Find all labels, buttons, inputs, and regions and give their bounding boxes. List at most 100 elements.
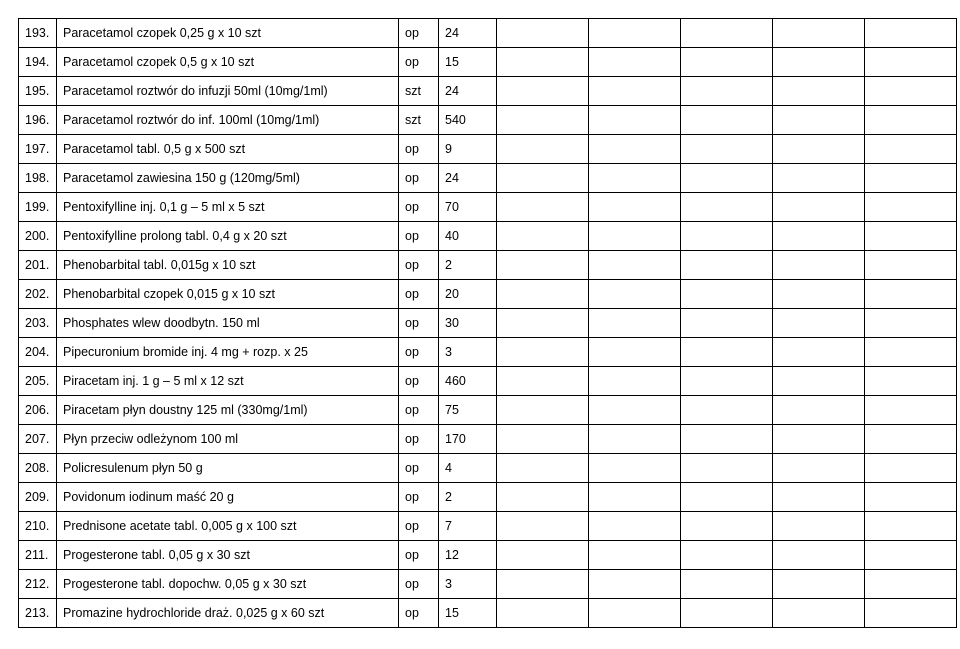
row-empty-6 [589,280,681,309]
row-empty-6 [589,135,681,164]
row-empty-9 [865,48,957,77]
row-description: Paracetamol zawiesina 150 g (120mg/5ml) [57,164,399,193]
row-unit: op [399,135,439,164]
row-empty-8 [773,599,865,628]
row-quantity: 20 [439,280,497,309]
table-row: 213.Promazine hydrochloride draż. 0,025 … [19,599,957,628]
row-unit: op [399,570,439,599]
row-unit: op [399,309,439,338]
row-empty-8 [773,425,865,454]
row-empty-6 [589,251,681,280]
row-empty-8 [773,19,865,48]
row-empty-8 [773,338,865,367]
row-quantity: 2 [439,251,497,280]
row-empty-8 [773,483,865,512]
row-empty-7 [681,512,773,541]
row-empty-7 [681,222,773,251]
row-quantity: 7 [439,512,497,541]
row-unit: op [399,193,439,222]
row-empty-9 [865,19,957,48]
row-number: 204. [19,338,57,367]
row-empty-9 [865,338,957,367]
row-empty-9 [865,251,957,280]
row-quantity: 24 [439,164,497,193]
row-empty-7 [681,570,773,599]
row-empty-9 [865,396,957,425]
row-empty-7 [681,135,773,164]
row-quantity: 12 [439,541,497,570]
table-row: 197.Paracetamol tabl. 0,5 g x 500 sztop9 [19,135,957,164]
row-empty-6 [589,19,681,48]
row-empty-7 [681,425,773,454]
table-row: 211.Progesterone tabl. 0,05 g x 30 sztop… [19,541,957,570]
row-empty-8 [773,570,865,599]
row-description: Piracetam inj. 1 g – 5 ml x 12 szt [57,367,399,396]
row-empty-7 [681,338,773,367]
row-empty-5 [497,338,589,367]
row-empty-7 [681,280,773,309]
row-number: 195. [19,77,57,106]
row-empty-8 [773,367,865,396]
row-number: 208. [19,454,57,483]
row-empty-8 [773,396,865,425]
row-quantity: 24 [439,77,497,106]
row-description: Promazine hydrochloride draż. 0,025 g x … [57,599,399,628]
table-row: 205.Piracetam inj. 1 g – 5 ml x 12 sztop… [19,367,957,396]
row-empty-5 [497,164,589,193]
row-empty-9 [865,193,957,222]
row-quantity: 3 [439,338,497,367]
row-empty-6 [589,599,681,628]
row-empty-9 [865,164,957,193]
row-description: Paracetamol tabl. 0,5 g x 500 szt [57,135,399,164]
row-quantity: 15 [439,48,497,77]
row-description: Pentoxifylline inj. 0,1 g – 5 ml x 5 szt [57,193,399,222]
row-empty-9 [865,599,957,628]
row-unit: op [399,599,439,628]
table-row: 195.Paracetamol roztwór do infuzji 50ml … [19,77,957,106]
row-number: 196. [19,106,57,135]
row-unit: op [399,222,439,251]
row-description: Policresulenum płyn 50 g [57,454,399,483]
row-empty-5 [497,222,589,251]
row-empty-8 [773,251,865,280]
row-quantity: 9 [439,135,497,164]
table-row: 204.Pipecuronium bromide inj. 4 mg + roz… [19,338,957,367]
table-row: 200.Pentoxifylline prolong tabl. 0,4 g x… [19,222,957,251]
row-quantity: 4 [439,454,497,483]
row-empty-9 [865,135,957,164]
row-empty-8 [773,77,865,106]
table-row: 203.Phosphates wlew doodbytn. 150 mlop30 [19,309,957,338]
row-empty-8 [773,164,865,193]
row-empty-6 [589,309,681,338]
row-number: 203. [19,309,57,338]
row-empty-5 [497,106,589,135]
table-row: 194.Paracetamol czopek 0,5 g x 10 sztop1… [19,48,957,77]
row-quantity: 24 [439,19,497,48]
row-description: Pipecuronium bromide inj. 4 mg + rozp. x… [57,338,399,367]
row-empty-9 [865,454,957,483]
row-description: Piracetam płyn doustny 125 ml (330mg/1ml… [57,396,399,425]
row-empty-7 [681,193,773,222]
row-empty-5 [497,77,589,106]
row-unit: op [399,164,439,193]
table-row: 201.Phenobarbital tabl. 0,015g x 10 szto… [19,251,957,280]
row-empty-9 [865,77,957,106]
row-unit: szt [399,77,439,106]
row-empty-6 [589,193,681,222]
row-empty-9 [865,106,957,135]
row-quantity: 30 [439,309,497,338]
row-description: Paracetamol czopek 0,25 g x 10 szt [57,19,399,48]
row-empty-7 [681,251,773,280]
row-empty-7 [681,48,773,77]
row-empty-7 [681,541,773,570]
row-description: Prednisone acetate tabl. 0,005 g x 100 s… [57,512,399,541]
row-empty-8 [773,280,865,309]
row-empty-7 [681,77,773,106]
table-row: 198.Paracetamol zawiesina 150 g (120mg/5… [19,164,957,193]
table-row: 212.Progesterone tabl. dopochw. 0,05 g x… [19,570,957,599]
row-empty-5 [497,396,589,425]
row-quantity: 70 [439,193,497,222]
row-empty-6 [589,425,681,454]
row-empty-5 [497,48,589,77]
row-quantity: 15 [439,599,497,628]
